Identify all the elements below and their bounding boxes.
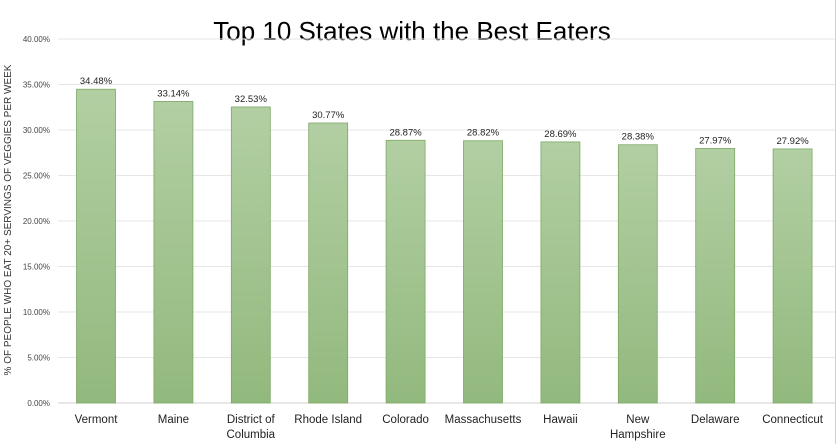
y-axis-label: % OF PEOPLE WHO EAT 20+ SERVINGS OF VEGG… <box>3 64 14 375</box>
y-tick-label: 30.00% <box>23 126 50 135</box>
x-tick-label: Rhode Island <box>294 414 362 426</box>
data-label: 32.53% <box>235 94 268 105</box>
x-tick-label: New <box>626 414 650 426</box>
bar <box>463 140 503 404</box>
y-tick-label: 20.00% <box>23 217 50 226</box>
x-tick-label: Colorado <box>382 414 429 426</box>
y-tick-label: 10.00% <box>23 308 50 317</box>
x-tick-label: Maine <box>158 414 189 426</box>
bar <box>617 144 658 404</box>
y-tick-label: 25.00% <box>23 172 50 181</box>
x-tick-label: Hampshire <box>610 429 666 441</box>
chart-title: Top 10 States with the Best Eaters <box>213 16 610 46</box>
data-label: 30.77% <box>312 110 345 121</box>
bar <box>540 141 581 404</box>
x-tick-label: Massachusetts <box>445 414 522 426</box>
y-tick-label: 40.00% <box>23 35 50 44</box>
x-tick-label: Connecticut <box>762 414 824 426</box>
data-label: 27.92% <box>776 136 809 147</box>
x-tick-label: Columbia <box>227 429 276 441</box>
x-tick-label: Hawaii <box>543 414 578 426</box>
bar <box>385 139 426 404</box>
x-tick-label: Vermont <box>75 414 119 426</box>
bar <box>695 148 736 404</box>
y-tick-label: 35.00% <box>23 81 50 90</box>
chart-border <box>835 0 836 444</box>
data-label: 33.14% <box>157 88 190 99</box>
bar <box>772 148 813 404</box>
x-tick-label: District of <box>227 414 276 426</box>
data-label: 34.48% <box>80 76 113 87</box>
x-tick-label: Delaware <box>691 414 740 426</box>
data-label: 28.87% <box>389 127 422 138</box>
y-tick-label: 5.00% <box>27 354 50 363</box>
bar <box>153 101 194 404</box>
data-label: 28.69% <box>544 129 577 140</box>
bar <box>230 106 271 404</box>
y-tick-label: 0.00% <box>27 399 50 408</box>
data-label: 28.82% <box>467 128 500 139</box>
bar <box>308 122 349 404</box>
bar <box>76 88 116 404</box>
data-label: 28.38% <box>622 132 655 143</box>
y-tick-label: 15.00% <box>23 263 50 272</box>
data-label: 27.97% <box>699 135 732 146</box>
